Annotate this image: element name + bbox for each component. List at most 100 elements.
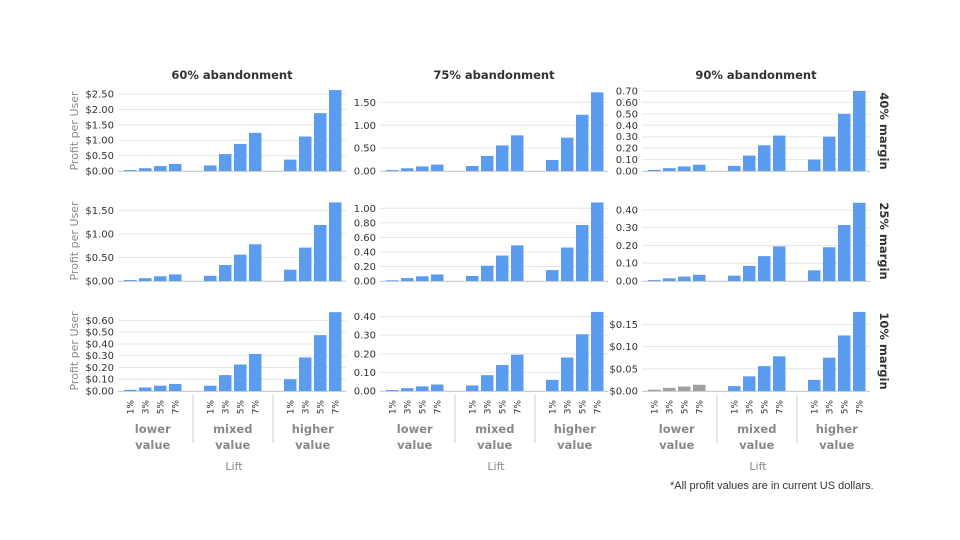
group-label: lower	[135, 422, 171, 436]
bar	[169, 274, 182, 281]
group-label: higher	[292, 422, 334, 436]
bar	[561, 357, 574, 391]
bar	[853, 91, 866, 171]
x-tick-label: 1%	[388, 400, 398, 415]
x-tick-label: 7%	[695, 400, 705, 415]
x-tick-label: 1%	[810, 400, 820, 415]
bar	[299, 136, 312, 171]
y-tick-label: 0.60	[354, 233, 376, 244]
bar	[284, 269, 297, 281]
bar	[678, 276, 691, 281]
bar	[773, 356, 786, 391]
bar	[234, 143, 247, 171]
bar	[591, 202, 604, 281]
y-tick-label: $0.10	[609, 342, 638, 353]
y-tick-label: $0.00	[85, 277, 114, 288]
y-axis-label: Profit per User	[68, 311, 81, 391]
bar	[401, 168, 414, 171]
bar	[648, 169, 661, 171]
bar	[546, 270, 559, 281]
bar	[466, 385, 479, 391]
group-label: mixed	[475, 422, 514, 436]
bar	[329, 90, 342, 171]
x-tick-label: 3%	[483, 400, 493, 415]
bar	[678, 386, 691, 391]
group-label: value	[397, 438, 432, 452]
y-tick-label: $0.50	[85, 151, 114, 162]
bar	[124, 170, 137, 171]
group-label: value	[739, 438, 774, 452]
x-tick-label: 5%	[578, 400, 588, 415]
bar	[838, 113, 851, 171]
group-label: value	[819, 438, 854, 452]
bar	[693, 274, 706, 281]
bar	[249, 132, 262, 171]
y-tick-label: $1.00	[85, 136, 114, 147]
x-tick-label: 3%	[403, 400, 413, 415]
x-tick-label: 3%	[141, 400, 151, 415]
y-tick-label: 0.20	[616, 144, 638, 155]
row-title: 10% margin	[877, 312, 891, 389]
bar	[466, 275, 479, 281]
x-tick-label: 1%	[126, 400, 136, 415]
bar	[314, 335, 327, 391]
bar	[154, 166, 167, 171]
bar	[693, 164, 706, 171]
x-tick-label: 5%	[156, 400, 166, 415]
bar	[386, 170, 399, 171]
bar	[314, 225, 327, 281]
bar	[124, 280, 137, 281]
x-axis-label: Lift	[225, 460, 243, 473]
group-label: lower	[659, 422, 695, 436]
bar	[511, 354, 524, 391]
y-tick-label: 0.10	[616, 155, 638, 166]
bar	[576, 225, 589, 281]
bar	[401, 278, 414, 281]
group-label: value	[477, 438, 512, 452]
bar	[416, 166, 429, 171]
bar	[139, 168, 152, 171]
bar	[204, 275, 217, 281]
bar	[386, 280, 399, 282]
bar	[728, 386, 741, 391]
bar	[511, 135, 524, 171]
bar	[431, 274, 444, 281]
x-tick-label: 1%	[730, 400, 740, 415]
bar	[823, 136, 836, 171]
y-tick-label: 0.10	[616, 259, 638, 270]
bar	[743, 265, 756, 281]
x-tick-label: 7%	[775, 400, 785, 415]
bar	[204, 165, 217, 171]
y-axis-label: Profit per User	[68, 91, 81, 171]
bar	[823, 247, 836, 281]
x-tick-label: 5%	[316, 400, 326, 415]
bar	[678, 166, 691, 171]
y-tick-label: 0.40	[354, 247, 376, 258]
x-tick-label: 7%	[855, 400, 865, 415]
bar	[758, 256, 771, 281]
bar	[546, 379, 559, 391]
y-tick-label: 0.00	[354, 387, 376, 398]
y-tick-label: 0.60	[616, 98, 638, 109]
y-tick-label: $0.00	[609, 387, 638, 398]
bar	[838, 225, 851, 281]
bar	[758, 145, 771, 171]
group-label: value	[295, 438, 330, 452]
bar	[576, 334, 589, 391]
x-tick-label: 1%	[286, 400, 296, 415]
bar	[648, 280, 661, 281]
bar	[466, 165, 479, 171]
y-tick-label: $1.50	[85, 206, 114, 217]
row-title: 40% margin	[877, 92, 891, 169]
y-tick-label: 0.70	[616, 87, 638, 98]
x-tick-label: 1%	[548, 400, 558, 415]
bar	[416, 276, 429, 281]
x-tick-label: 1%	[468, 400, 478, 415]
bar	[663, 278, 676, 281]
bar	[169, 383, 182, 391]
group-label: value	[135, 438, 170, 452]
bar	[431, 384, 444, 391]
y-tick-label: 0.40	[616, 205, 638, 216]
row-title: 25% margin	[877, 202, 891, 279]
footnote: *All profit values are in current US dol…	[670, 480, 874, 492]
